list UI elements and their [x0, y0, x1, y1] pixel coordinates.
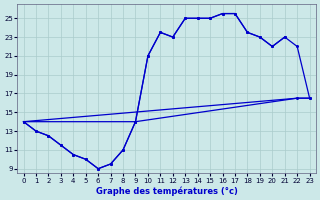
X-axis label: Graphe des températures (°c): Graphe des températures (°c) [96, 186, 237, 196]
